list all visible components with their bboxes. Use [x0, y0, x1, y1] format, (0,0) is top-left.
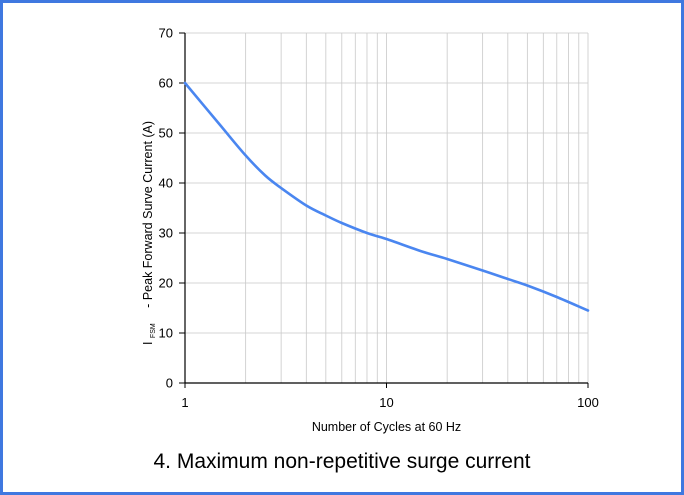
x-axis-label: Number of Cycles at 60 Hz — [312, 420, 461, 434]
y-tick-label: 10 — [159, 326, 173, 341]
grid-lines — [184, 32, 589, 384]
figure-caption: 4. Maximum non-repetitive surge current — [153, 450, 531, 473]
y-tick-label: 0 — [166, 376, 173, 391]
y-axis-label-symbol: I — [141, 342, 155, 345]
y-axis-label: I FSM - Peak Forward Surve Current (A) — [141, 121, 158, 345]
axes — [179, 32, 589, 388]
y-axis-label-subscript: FSM — [150, 323, 157, 338]
y-tick-label: 50 — [159, 126, 173, 141]
surge-current-line — [183, 81, 590, 312]
y-tick-label: 20 — [159, 276, 173, 291]
x-tick-label: 1 — [181, 395, 188, 410]
y-axis-label-text: - Peak Forward Surve Current (A) — [141, 121, 155, 308]
y-tick-label: 30 — [159, 226, 173, 241]
series-layer — [183, 81, 590, 312]
x-tick-label: 100 — [577, 395, 599, 410]
y-tick-label: 40 — [159, 176, 173, 191]
surge-current-chart: 0 10 20 30 40 50 60 70 1 10 100 Number of Cycles a… — [141, 26, 599, 435]
y-tick-label: 60 — [159, 76, 173, 91]
y-tick-label: 70 — [159, 26, 173, 41]
tick-labels: 0 10 20 30 40 50 60 70 1 10 100 — [159, 26, 599, 411]
x-tick-label: 10 — [379, 395, 393, 410]
